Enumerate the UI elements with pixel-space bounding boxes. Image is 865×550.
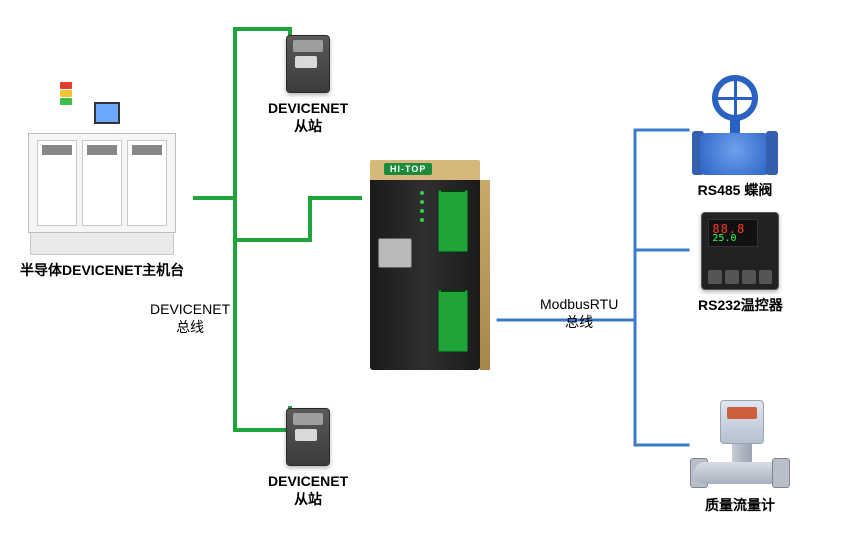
host-screen-icon [94,102,120,124]
temp-controller-node: 88.8 25.0 RS232温控器 [698,212,783,314]
hitop-gateway-illustration: HI-TOP [360,160,490,370]
devicenet-bus-label: DEVICENET 总线 [150,300,230,336]
gateway-node: HI-TOP [360,160,490,370]
devicenet-slave-bottom: DEVICENET 从站 [268,408,348,508]
mass-flow-meter-icon [690,400,790,490]
modbus-bus-label: ModbusRTU 总线 [540,295,618,331]
gateway-brand-label: HI-TOP [384,163,432,175]
butterfly-valve-node: RS485 蝶阀 [690,75,780,199]
tcon-label: RS232温控器 [698,296,783,314]
mass-flow-node: 质量流量计 [690,400,790,514]
host-body [28,133,176,233]
slave-bottom-label: DEVICENET 从站 [268,472,348,508]
valve-label: RS485 蝶阀 [698,181,773,199]
host-label: 半导体DEVICENET主机台 [20,261,184,279]
devicenet-slave-top: DEVICENET 从站 [268,35,348,135]
tcon-display-bottom: 25.0 [712,233,736,244]
butterfly-valve-icon [690,75,780,175]
host-machine-illustration [22,110,182,255]
vfd-icon [286,35,330,93]
slave-top-label: DEVICENET 从站 [268,99,348,135]
vfd-icon [286,408,330,466]
host-node: 半导体DEVICENET主机台 [20,110,184,279]
signal-tower-icon [60,82,72,106]
mfc-label: 质量流量计 [705,496,775,514]
temp-controller-icon: 88.8 25.0 [701,212,779,290]
